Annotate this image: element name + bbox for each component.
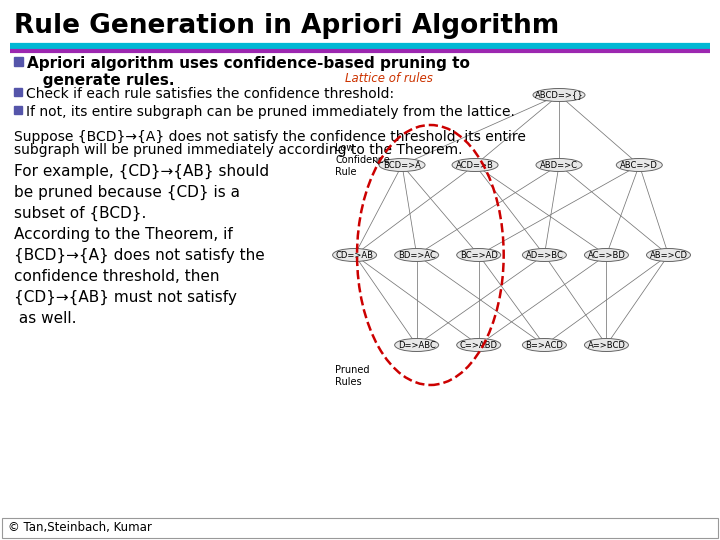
Ellipse shape <box>616 159 662 172</box>
Text: AC=>BD: AC=>BD <box>588 251 626 260</box>
Text: AD=>BC: AD=>BC <box>526 251 563 260</box>
Text: Suppose {BCD}→{A} does not satisfy the confidence threshold, its entire: Suppose {BCD}→{A} does not satisfy the c… <box>14 130 526 144</box>
Text: confidence threshold, then: confidence threshold, then <box>14 269 220 284</box>
Text: generate rules.: generate rules. <box>27 73 174 88</box>
Text: B=>ACD: B=>ACD <box>526 341 563 349</box>
Text: BC=>AD: BC=>AD <box>460 251 498 260</box>
Ellipse shape <box>647 248 690 261</box>
Ellipse shape <box>533 89 585 102</box>
Text: Apriori algorithm uses confidence-based pruning to: Apriori algorithm uses confidence-based … <box>27 56 470 71</box>
FancyBboxPatch shape <box>14 106 22 114</box>
Ellipse shape <box>523 339 567 352</box>
Text: ABC=>D: ABC=>D <box>621 160 658 170</box>
Text: subset of {BCD}.: subset of {BCD}. <box>14 206 146 221</box>
Text: Check if each rule satisfies the confidence threshold:: Check if each rule satisfies the confide… <box>26 87 394 101</box>
Text: {BCD}→{A} does not satisfy the: {BCD}→{A} does not satisfy the <box>14 248 265 263</box>
Text: ABD=>C: ABD=>C <box>540 160 578 170</box>
FancyBboxPatch shape <box>14 88 22 96</box>
Ellipse shape <box>395 339 438 352</box>
Ellipse shape <box>379 159 425 172</box>
Ellipse shape <box>523 248 567 261</box>
Text: BD=>AC: BD=>AC <box>397 251 436 260</box>
Text: Pruned
Rules: Pruned Rules <box>335 365 369 387</box>
Text: be pruned because {CD} is a: be pruned because {CD} is a <box>14 185 240 200</box>
Text: ACD=>B: ACD=>B <box>456 160 494 170</box>
Ellipse shape <box>395 248 438 261</box>
Text: AB=>CD: AB=>CD <box>649 251 688 260</box>
Ellipse shape <box>456 339 500 352</box>
Text: CD=>AB: CD=>AB <box>336 251 374 260</box>
Text: Rule Generation in Apriori Algorithm: Rule Generation in Apriori Algorithm <box>14 13 559 39</box>
Text: © Tan,Steinbach, Kumar: © Tan,Steinbach, Kumar <box>8 522 152 535</box>
FancyBboxPatch shape <box>14 57 23 66</box>
Text: C=>ABD: C=>ABD <box>459 341 498 349</box>
Text: Low
Confidence
Rule: Low Confidence Rule <box>335 143 390 178</box>
Text: subgraph will be pruned immediately according to the Theorem.: subgraph will be pruned immediately acco… <box>14 143 462 157</box>
Ellipse shape <box>585 248 629 261</box>
Ellipse shape <box>452 159 498 172</box>
Text: BCD=>A: BCD=>A <box>383 160 421 170</box>
Text: If not, its entire subgraph can be pruned immediately from the lattice.: If not, its entire subgraph can be prune… <box>26 105 515 119</box>
Text: D=>ABC: D=>ABC <box>397 341 436 349</box>
Ellipse shape <box>456 248 500 261</box>
Ellipse shape <box>536 159 582 172</box>
Ellipse shape <box>333 248 377 261</box>
Text: as well.: as well. <box>14 311 76 326</box>
Text: {CD}→{AB} must not satisfy: {CD}→{AB} must not satisfy <box>14 290 237 305</box>
Text: According to the Theorem, if: According to the Theorem, if <box>14 227 233 242</box>
Text: ABCD=>{}: ABCD=>{} <box>535 91 583 99</box>
Text: For example, {CD}→{AB} should: For example, {CD}→{AB} should <box>14 164 269 179</box>
Text: Lattice of rules: Lattice of rules <box>345 72 433 85</box>
Ellipse shape <box>585 339 629 352</box>
Text: A=>BCD: A=>BCD <box>588 341 626 349</box>
FancyBboxPatch shape <box>2 518 718 538</box>
